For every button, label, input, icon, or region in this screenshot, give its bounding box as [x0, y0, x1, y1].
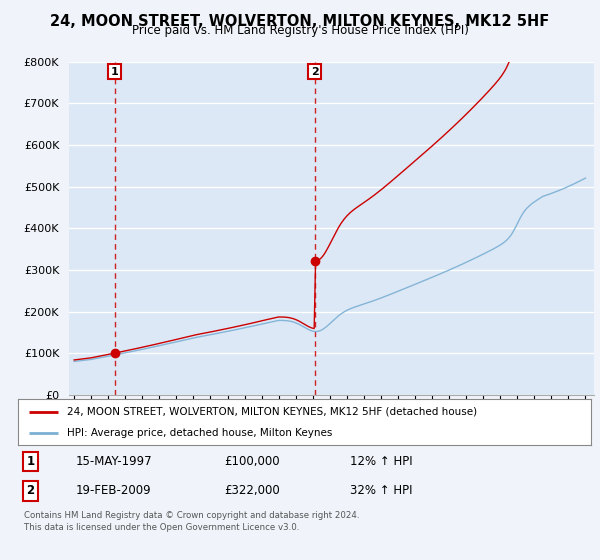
Text: 32% ↑ HPI: 32% ↑ HPI: [350, 484, 413, 497]
Text: 19-FEB-2009: 19-FEB-2009: [76, 484, 151, 497]
Text: 2: 2: [26, 484, 35, 497]
Text: 24, MOON STREET, WOLVERTON, MILTON KEYNES, MK12 5HF: 24, MOON STREET, WOLVERTON, MILTON KEYNE…: [50, 14, 550, 29]
Text: Contains HM Land Registry data © Crown copyright and database right 2024.
This d: Contains HM Land Registry data © Crown c…: [24, 511, 359, 531]
Text: 2: 2: [311, 67, 319, 77]
Text: HPI: Average price, detached house, Milton Keynes: HPI: Average price, detached house, Milt…: [67, 428, 332, 438]
Text: 24, MOON STREET, WOLVERTON, MILTON KEYNES, MK12 5HF (detached house): 24, MOON STREET, WOLVERTON, MILTON KEYNE…: [67, 407, 477, 417]
Text: Price paid vs. HM Land Registry's House Price Index (HPI): Price paid vs. HM Land Registry's House …: [131, 24, 469, 37]
Text: £322,000: £322,000: [224, 484, 280, 497]
Text: 15-MAY-1997: 15-MAY-1997: [76, 455, 152, 468]
Text: 1: 1: [26, 455, 35, 468]
Text: 12% ↑ HPI: 12% ↑ HPI: [350, 455, 413, 468]
Text: £100,000: £100,000: [224, 455, 280, 468]
Text: 1: 1: [110, 67, 118, 77]
